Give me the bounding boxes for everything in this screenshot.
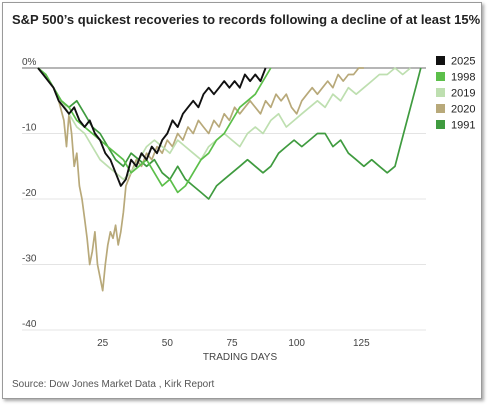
legend-swatch-2019 xyxy=(436,88,445,97)
legend-swatch-1991 xyxy=(436,120,445,129)
y-tick-label: 0% xyxy=(22,57,37,68)
legend-swatch-2020 xyxy=(436,104,445,113)
series-line-2025 xyxy=(37,67,267,187)
x-axis-label: TRADING DAYS xyxy=(203,352,278,363)
series-line-2020 xyxy=(37,67,364,292)
legend-label-1998: 1998 xyxy=(451,72,475,84)
legend-label-2025: 2025 xyxy=(451,56,475,68)
y-tick-label: -20 xyxy=(22,188,37,199)
legend-label-2020: 2020 xyxy=(451,104,475,116)
x-tick-label: 100 xyxy=(288,338,305,349)
legend: 2025 1998 2019 2020 1991 xyxy=(436,56,475,132)
legend-label-1991: 1991 xyxy=(451,120,475,132)
y-tick-label: -30 xyxy=(22,254,37,265)
legend-swatch-1998 xyxy=(436,72,445,81)
x-tick-label: 75 xyxy=(226,338,238,349)
x-tick-label: 50 xyxy=(162,338,174,349)
x-tick-label: 25 xyxy=(97,338,109,349)
y-tick-label: -40 xyxy=(22,319,37,330)
source-note: Source: Dow Jones Market Data , Kirk Rep… xyxy=(12,379,215,390)
y-tick-label: -10 xyxy=(22,123,37,134)
series-line-2019 xyxy=(37,67,412,181)
y-axis-ticks: 0% -10 -20 -30 -40 xyxy=(22,57,37,330)
chart-title: S&P 500’s quickest recoveries to records… xyxy=(12,12,481,27)
legend-swatch-2025 xyxy=(436,56,445,65)
series-line-1998 xyxy=(37,67,272,194)
legend-label-2019: 2019 xyxy=(451,88,475,100)
x-axis-ticks: 25 50 75 100 125 xyxy=(97,338,370,349)
series-line-1991 xyxy=(37,67,422,200)
x-tick-label: 125 xyxy=(353,338,370,349)
series-lines xyxy=(37,67,422,292)
